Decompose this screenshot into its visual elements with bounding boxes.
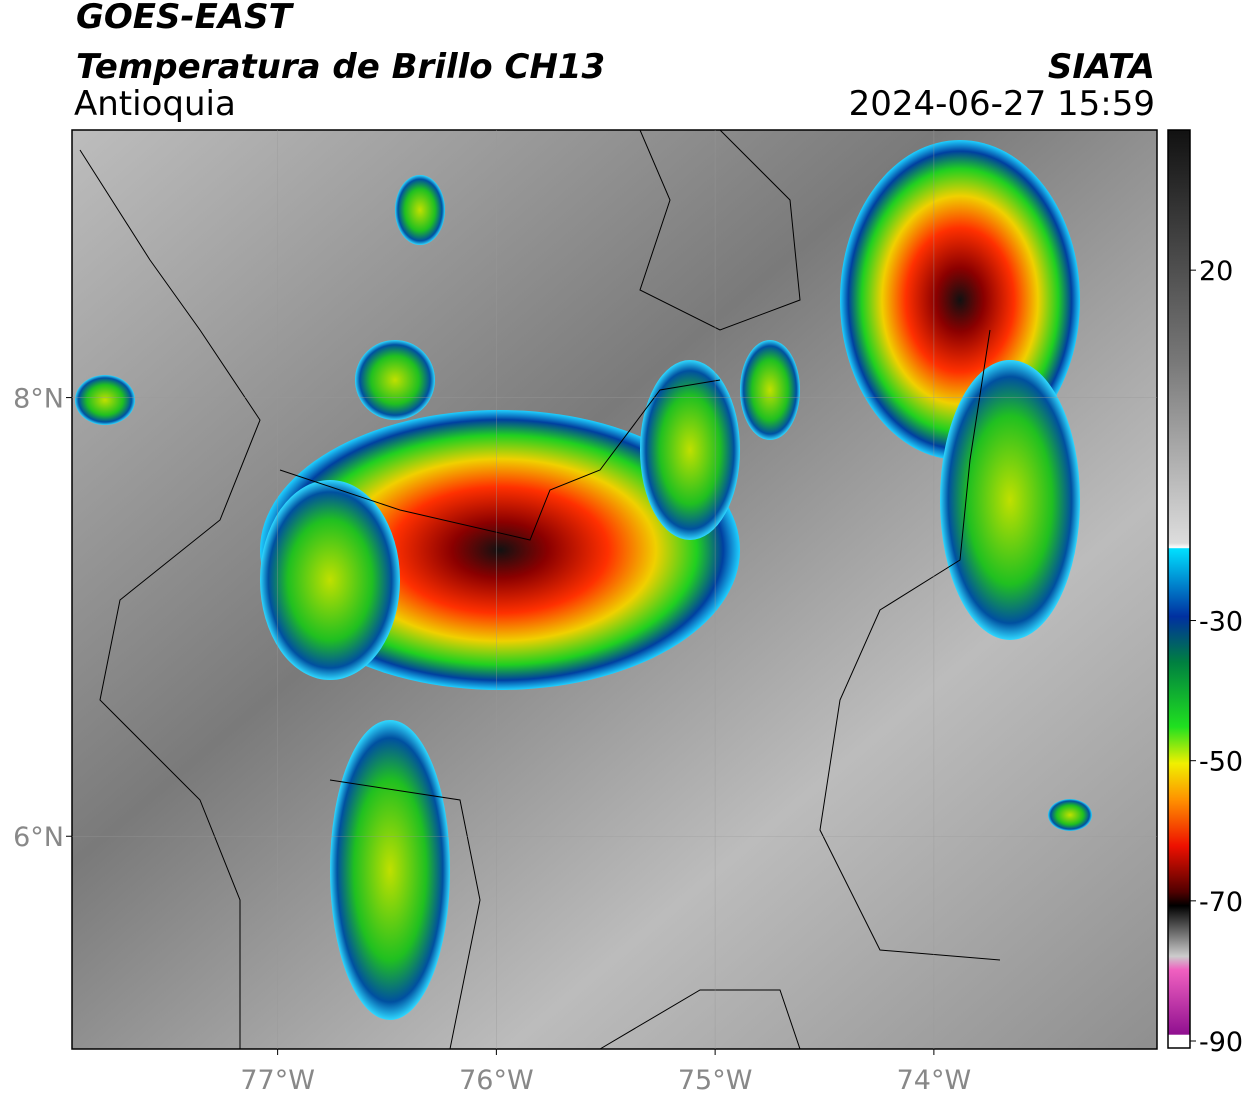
y-tick-label: 6°N [13, 822, 64, 853]
title: GOES-EAST [76, 0, 295, 37]
x-tick-label: 77°W [240, 1065, 315, 1096]
colorbar [1167, 129, 1191, 1049]
colorbar-tick-label: 20 [1199, 256, 1233, 287]
colorbar-tick-label: -90 [1199, 1027, 1243, 1058]
source: SIATA [1048, 47, 1155, 87]
region: Antioquia [74, 84, 236, 124]
imagery [72, 130, 1157, 1049]
colorbar-tick-label: -70 [1199, 887, 1243, 918]
colorbar-tick-label: -30 [1199, 607, 1243, 638]
x-tick-label: 76°W [459, 1065, 534, 1096]
colorbar-tick-label: -50 [1199, 747, 1243, 778]
subtitle: Temperatura de Brillo CH13 [76, 47, 605, 87]
datetime: 2024-06-27 15:59 [849, 84, 1155, 124]
y-tick-label: 8°N [13, 384, 64, 415]
x-tick-label: 74°W [897, 1065, 972, 1096]
map-frame [71, 129, 1158, 1050]
x-tick-label: 75°W [678, 1065, 753, 1096]
